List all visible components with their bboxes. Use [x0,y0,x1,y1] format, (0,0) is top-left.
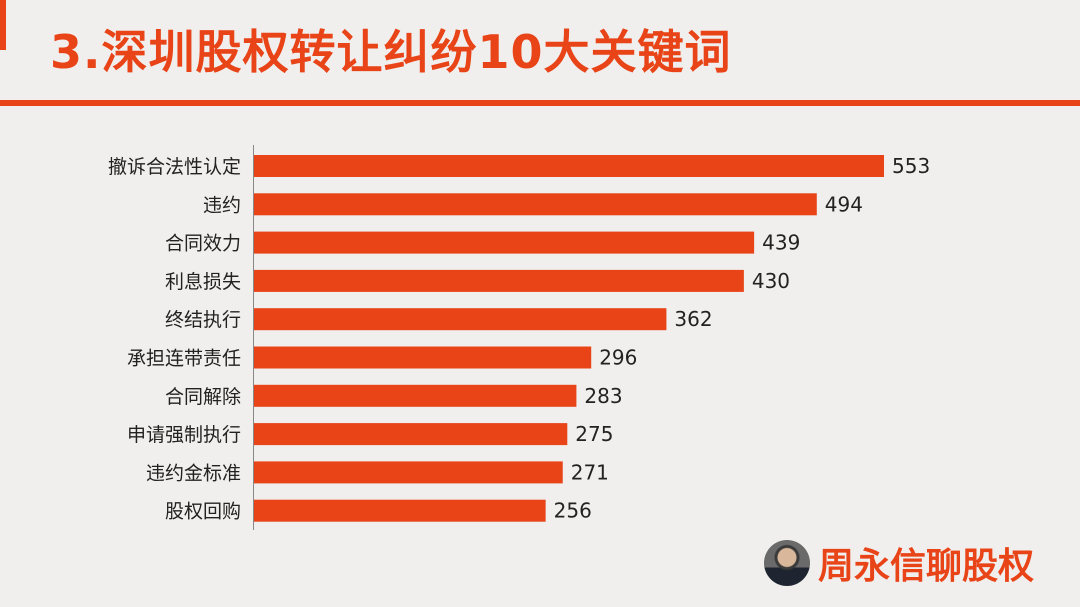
bar [254,155,884,177]
category-label: 合同效力 [165,233,241,255]
category-label: 终结执行 [165,309,241,331]
value-label: 439 [762,231,800,255]
bar [254,231,755,254]
bar [254,423,568,446]
category-label: 合同解除 [165,386,241,408]
category-label: 利息损失 [165,271,241,293]
value-label: 494 [825,192,863,216]
category-label: 违约 [203,194,241,216]
value-label: 283 [584,384,622,408]
brand-name: 周永信聊股权 [818,546,1035,587]
bar [254,346,592,369]
category-label: 撤诉合法性认定 [108,156,241,178]
value-label: 430 [752,269,790,293]
page-title: 3.深圳股权转让纠纷10大关键词 [50,25,732,79]
category-label: 违约金标准 [146,462,241,484]
value-label: 362 [674,307,712,331]
bar [254,269,744,292]
value-label: 256 [554,499,592,523]
title-divider [0,100,1080,106]
avatar [764,540,810,586]
value-label: 271 [571,460,609,484]
bar [254,499,546,522]
category-label: 申请强制执行 [127,424,241,446]
bar [254,308,667,331]
title-accent-bar [0,0,6,50]
bar [254,461,563,484]
category-label: 承担连带责任 [127,348,241,370]
bar [254,384,577,407]
bar [254,193,817,216]
brand-badge: 周永信聊股权 [764,537,1034,589]
value-label: 553 [892,154,930,178]
value-label: 296 [599,346,637,370]
value-label: 275 [575,422,613,446]
category-label: 股权回购 [165,501,241,523]
